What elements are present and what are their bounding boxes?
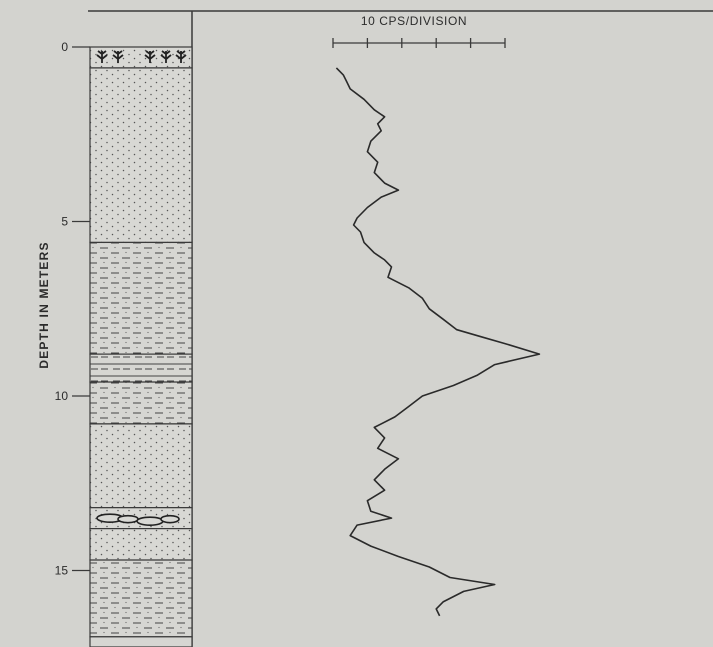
root-symbol-icon [175, 50, 187, 63]
series-line-gamma-log [335, 67, 541, 617]
y-tick-label: 10 [55, 389, 69, 403]
lithology-column [89, 46, 193, 647]
scale-bar [332, 38, 506, 48]
root-symbol-icon [144, 50, 156, 63]
scale-bar-label: 10 CPS/DIVISION [361, 14, 467, 28]
lithology-unit-sand [89, 528, 193, 561]
y-axis-title: DEPTH IN METERS [37, 241, 51, 368]
root-symbol-icon [112, 50, 124, 63]
pebble-symbol-icon [136, 516, 164, 526]
y-tick-label: 0 [61, 40, 68, 54]
lithology-unit-sand [89, 67, 193, 244]
pebble-symbol-icon [160, 514, 180, 524]
lithology-unit-silt-clay [89, 559, 193, 638]
lithology-unit-silt-clay [89, 381, 193, 425]
pebble-symbol-icon [117, 514, 139, 524]
log-curve-group [335, 67, 541, 617]
lithology-unit-sand [89, 423, 193, 509]
y-tick-label: 15 [55, 564, 69, 578]
depth-axis: 0 5 10 15 [55, 40, 90, 578]
lithology-unit-base [89, 636, 193, 647]
root-symbol-icon [96, 50, 108, 63]
lithology-unit-silt-clay [89, 241, 193, 355]
lithology-unit-interbedded [89, 353, 193, 383]
y-tick-label: 5 [61, 215, 68, 229]
root-symbol-icon [160, 50, 172, 63]
